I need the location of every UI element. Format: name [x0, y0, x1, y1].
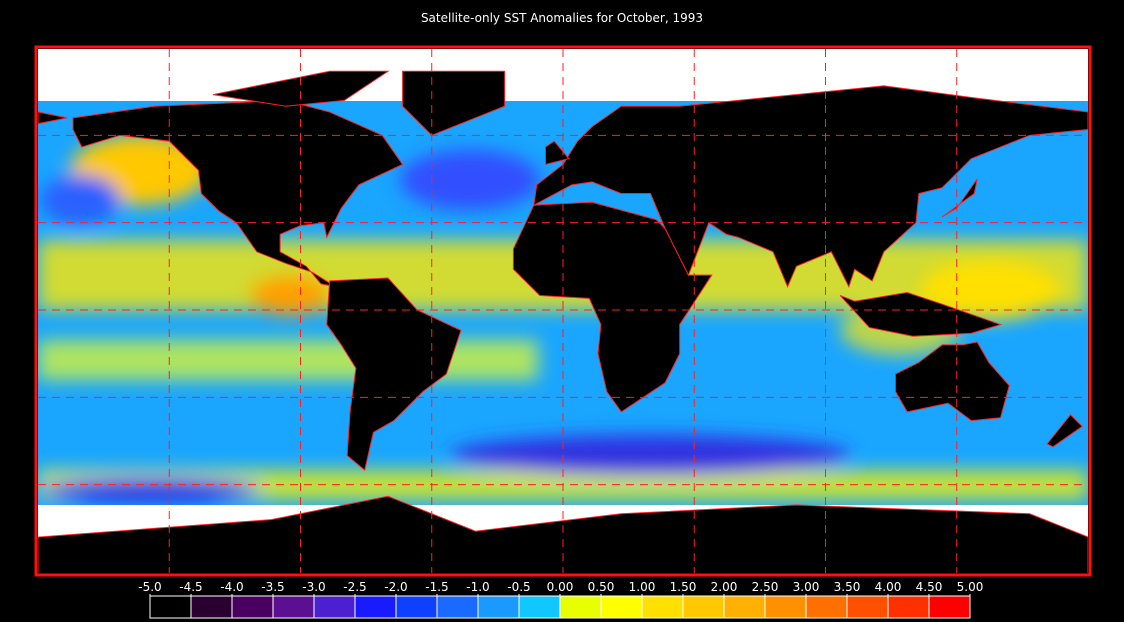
colorbar-tick-label: -3.5	[261, 580, 284, 594]
color-bin	[354, 595, 397, 619]
color-bin	[600, 595, 643, 619]
colorbar-tick-label: 1.50	[670, 580, 697, 594]
colorbar-tick-label: -3.0	[302, 580, 325, 594]
color-bin	[887, 595, 930, 619]
color-bin	[559, 595, 602, 619]
landmass	[533, 85, 1088, 289]
colorbar-tick-label: -5.0	[138, 580, 161, 594]
colorbar-tick-label: 2.50	[752, 580, 779, 594]
color-bin	[149, 595, 192, 619]
color-bin	[190, 595, 233, 619]
colorbar-tick-label: -4.5	[179, 580, 202, 594]
landmass	[941, 178, 978, 218]
color-bin	[846, 595, 889, 619]
colorbar-tick-label: 3.50	[834, 580, 861, 594]
colorbar-tick-label: 4.50	[916, 580, 943, 594]
colorbar-tick-label: 2.00	[711, 580, 738, 594]
colorbar-tick-label: 3.00	[793, 580, 820, 594]
colorbar-tick-label: 4.00	[875, 580, 902, 594]
landmass	[72, 99, 404, 288]
color-bin	[805, 595, 848, 619]
landmass	[1046, 414, 1083, 448]
color-bin	[764, 595, 807, 619]
colorbar-tick-label: -2.0	[384, 580, 407, 594]
color-bin	[231, 595, 274, 619]
map-frame	[34, 45, 1092, 577]
colorbar-tick-label: -4.0	[220, 580, 243, 594]
landmass	[212, 70, 390, 107]
colorbar: -5.0 -4.5 -4.0 -3.5 -3.0 -2.5 -2.0 -1.5 -1.0 -0.5…	[138, 580, 984, 619]
colorbar-tick-label: 1.00	[629, 580, 656, 594]
map-title: Satellite-only SST Anomalies for October…	[421, 11, 703, 25]
landmass	[38, 111, 68, 125]
colorbar-tick-label: -1.0	[466, 580, 489, 594]
color-bin	[477, 595, 520, 619]
landmass	[839, 292, 1003, 337]
colorbar-tick-label: -0.5	[507, 580, 530, 594]
color-bin	[682, 595, 725, 619]
colorbar-tick-label: 0.50	[588, 580, 615, 594]
color-bin	[272, 595, 315, 619]
graticule	[38, 49, 1088, 573]
color-bin	[313, 595, 356, 619]
color-bin	[436, 595, 479, 619]
color-bin	[395, 595, 438, 619]
landmass	[545, 140, 570, 166]
color-bin	[518, 595, 561, 619]
color-bin	[641, 595, 684, 619]
landmass	[402, 70, 506, 136]
colorbar-tick-label: -2.5	[343, 580, 366, 594]
colorbar-tick-label: -1.5	[425, 580, 448, 594]
colorbar-tick-label: 0.00	[547, 580, 574, 594]
color-bin	[928, 595, 971, 619]
landmass	[895, 341, 1010, 422]
colorbar-tick-label: 5.00	[957, 580, 984, 594]
color-bin	[723, 595, 766, 619]
